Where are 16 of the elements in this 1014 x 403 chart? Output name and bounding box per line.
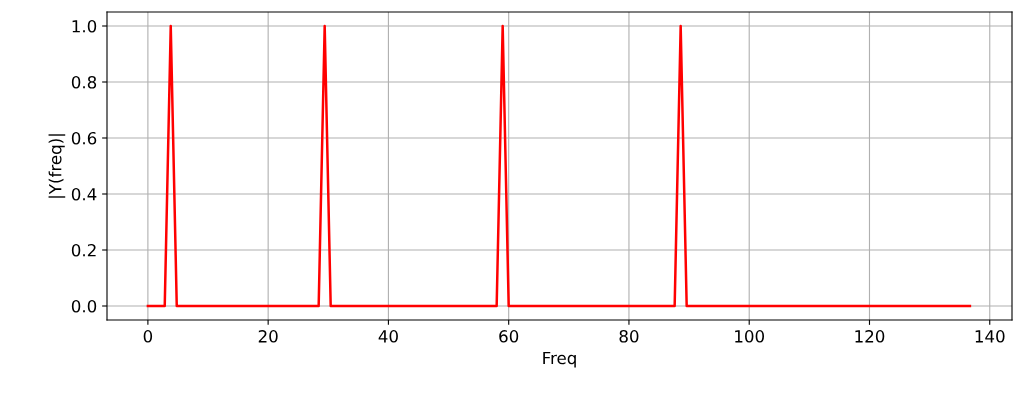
x-axis-title: Freq	[543, 351, 576, 368]
y-axis-title: |Y(freq)|	[48, 134, 66, 198]
x-tick-label: 40	[378, 330, 398, 343]
y-tick-label: 0.4	[71, 187, 97, 201]
x-tick-label: 80	[619, 330, 639, 343]
y-tick-label: 0.2	[71, 243, 96, 257]
y-tick-label: 0.8	[71, 75, 97, 89]
x-tick-label: 20	[258, 330, 278, 343]
x-tick-label: 0	[143, 330, 153, 343]
x-tick-label: 100	[735, 330, 765, 343]
x-tick-label: 60	[499, 330, 519, 343]
y-tick-label: 1.0	[72, 19, 97, 33]
y-tick-label: 0.0	[71, 299, 97, 313]
x-tick-label: 120	[855, 330, 885, 343]
x-tick-label: 140	[975, 330, 1005, 343]
y-tick-label: 0.6	[71, 131, 97, 145]
